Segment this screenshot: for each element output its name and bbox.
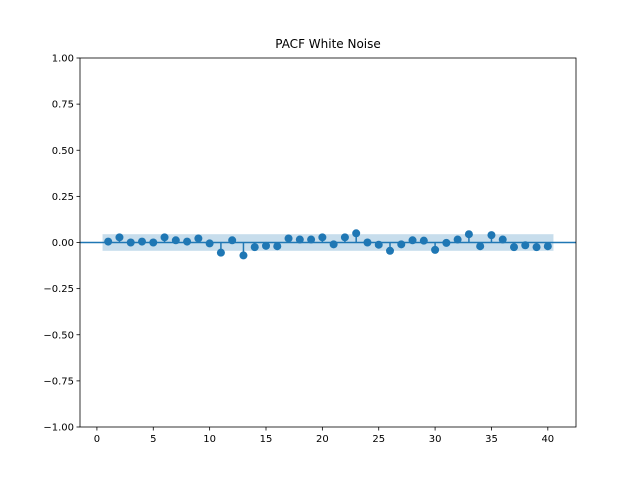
x-tick-label: 35 xyxy=(485,434,498,445)
point-lag-2 xyxy=(115,233,124,242)
y-tick-label: 0.75 xyxy=(52,100,74,111)
x-tick-label: 0 xyxy=(94,434,100,445)
point-lag-31 xyxy=(442,238,451,247)
point-lag-30 xyxy=(431,245,440,254)
point-lag-37 xyxy=(510,243,518,252)
point-lag-21 xyxy=(329,240,338,249)
point-lag-22 xyxy=(340,233,349,242)
x-tick-label: 30 xyxy=(429,434,442,445)
y-axis: 1.00 0.75 0.50 0.25 0.00 −0.25 −0.50 −0.75 −1.00 xyxy=(43,54,80,434)
x-axis: 0 5 10 15 20 25 30 35 40 xyxy=(94,427,554,445)
point-lag-18 xyxy=(295,235,304,244)
point-lag-23 xyxy=(352,229,361,238)
point-lag-24 xyxy=(363,238,372,247)
point-lag-16 xyxy=(273,242,282,251)
y-tick-label: 0.00 xyxy=(52,238,74,249)
y-tick-label: −1.00 xyxy=(43,423,74,434)
point-lag-38 xyxy=(521,241,530,250)
point-lag-14 xyxy=(250,243,259,252)
point-lag-27 xyxy=(397,240,406,249)
x-tick-label: 15 xyxy=(260,434,273,445)
x-tick-label: 25 xyxy=(372,434,385,445)
point-lag-5 xyxy=(149,238,158,247)
point-lag-3 xyxy=(126,238,135,247)
point-lag-40 xyxy=(543,242,552,251)
x-tick-label: 40 xyxy=(541,434,554,445)
y-tick-label: 1.00 xyxy=(52,54,74,65)
point-lag-7 xyxy=(171,236,180,245)
point-lag-6 xyxy=(160,233,169,242)
point-lag-35 xyxy=(487,231,496,240)
point-lag-15 xyxy=(262,241,270,250)
y-tick-label: 0.50 xyxy=(52,146,74,157)
y-tick-label: −0.25 xyxy=(43,284,74,295)
point-lag-33 xyxy=(464,230,473,239)
point-lag-34 xyxy=(476,242,485,251)
point-lag-4 xyxy=(138,237,146,246)
point-lag-1 xyxy=(104,237,113,246)
point-lag-20 xyxy=(318,233,327,242)
point-lag-36 xyxy=(498,235,507,244)
y-tick-label: −0.75 xyxy=(43,376,74,387)
x-tick-label: 10 xyxy=(203,434,216,445)
point-lag-9 xyxy=(194,234,203,243)
point-lag-29 xyxy=(419,236,428,245)
point-lag-39 xyxy=(532,243,541,252)
point-lag-28 xyxy=(408,236,417,245)
x-tick-label: 5 xyxy=(150,434,156,445)
points-layer xyxy=(104,229,552,260)
point-lag-11 xyxy=(216,248,225,257)
point-lag-25 xyxy=(374,240,383,249)
point-lag-12 xyxy=(228,236,237,245)
y-tick-label: 0.25 xyxy=(52,192,74,203)
chart-title: PACF White Noise xyxy=(275,37,381,51)
x-tick-label: 20 xyxy=(316,434,329,445)
point-lag-10 xyxy=(205,239,214,248)
y-tick-label: −0.50 xyxy=(43,330,74,341)
point-lag-17 xyxy=(284,234,293,243)
point-lag-26 xyxy=(386,246,394,255)
point-lag-32 xyxy=(453,235,462,244)
point-lag-19 xyxy=(307,235,316,244)
point-lag-8 xyxy=(183,237,192,246)
point-lag-13 xyxy=(239,251,248,260)
